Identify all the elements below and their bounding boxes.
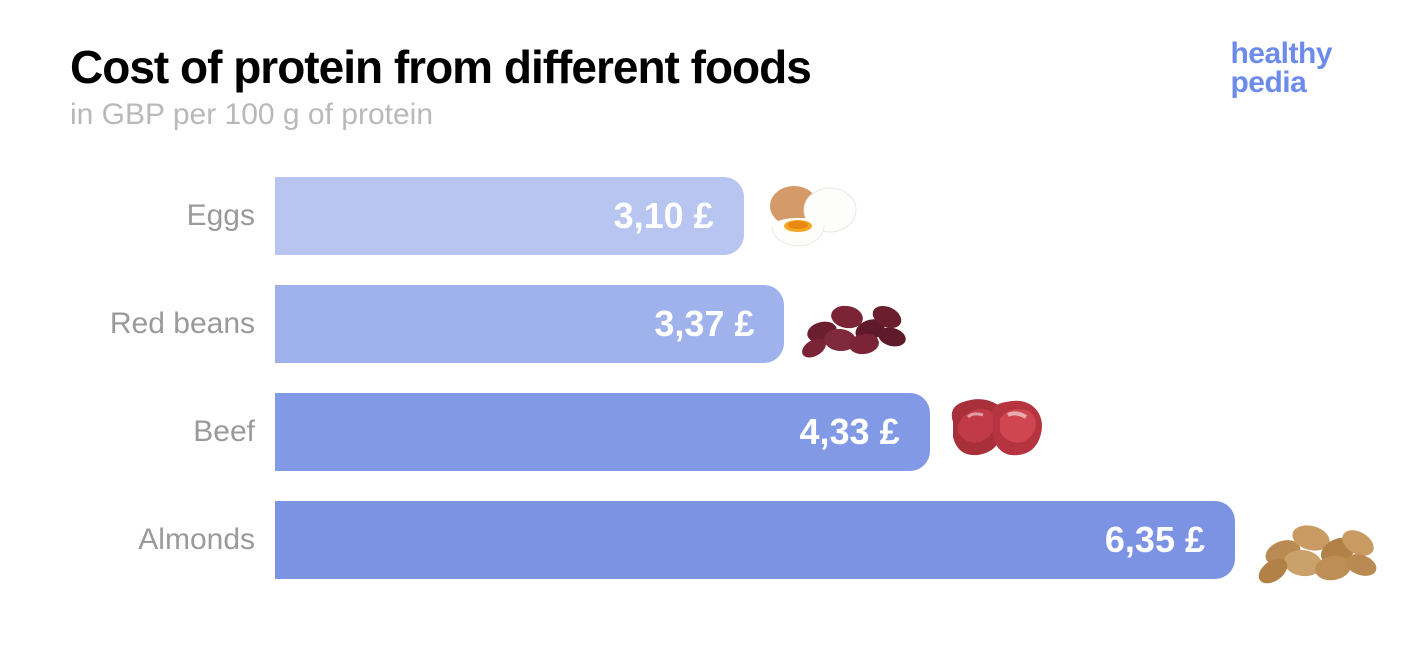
eggs-icon [752, 174, 862, 259]
beef-icon [938, 387, 1058, 477]
bar: 4,33 £ [275, 393, 930, 471]
bar-chart: Eggs 3,10 £ [70, 177, 1332, 579]
bar-value: 4,33 £ [800, 411, 900, 453]
chart-row: Eggs 3,10 £ [70, 177, 1332, 255]
chart-row: Beef 4,33 £ [70, 393, 1332, 471]
row-label: Red beans [70, 307, 275, 341]
bar-value: 3,37 £ [654, 303, 754, 345]
chart-title: Cost of protein from different foods [70, 40, 1332, 94]
row-label: Beef [70, 415, 275, 449]
almonds-icon [1243, 493, 1383, 588]
chart-row: Red beans 3,37 £ [70, 285, 1332, 363]
bar: 6,35 £ [275, 501, 1235, 579]
chart-header: Cost of protein from different foods in … [70, 40, 1332, 132]
row-label: Eggs [70, 199, 275, 233]
beans-icon [792, 282, 922, 367]
row-label: Almonds [70, 523, 275, 557]
bar-value: 3,10 £ [614, 195, 714, 237]
bar: 3,10 £ [275, 177, 744, 255]
chart-subtitle: in GBP per 100 g of protein [70, 98, 1332, 132]
chart-row: Almonds 6,35 £ [70, 501, 1332, 579]
bar: 3,37 £ [275, 285, 784, 363]
bar-value: 6,35 £ [1105, 519, 1205, 561]
